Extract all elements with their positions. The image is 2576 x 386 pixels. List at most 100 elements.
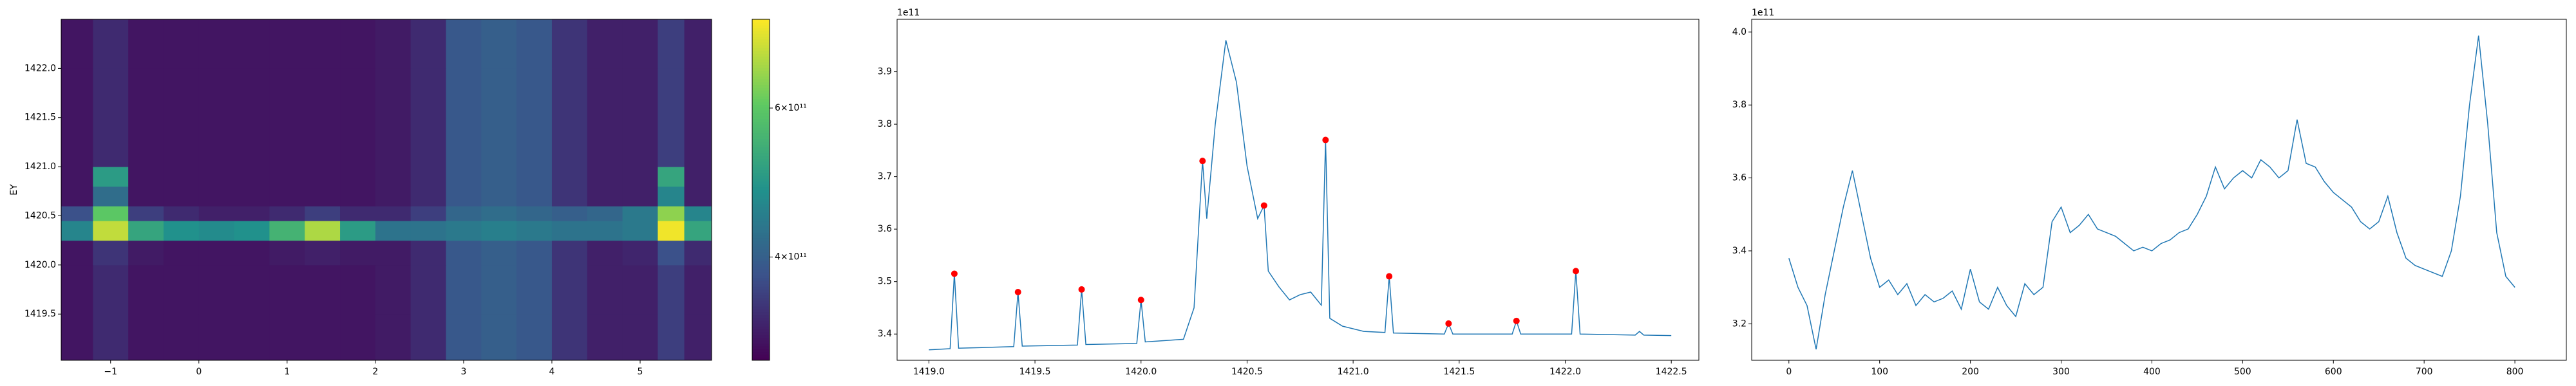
- colorbar-swatch: [752, 76, 770, 80]
- heatmap-cell: [163, 68, 200, 118]
- colorbar-swatch: [752, 354, 770, 358]
- colorbar-swatch: [752, 343, 770, 347]
- colorbar-swatch: [752, 224, 770, 227]
- colorbar-swatch: [752, 272, 770, 275]
- peak-marker: [1199, 158, 1206, 165]
- heatmap-cell: [551, 240, 588, 266]
- colorbar-swatch: [752, 269, 770, 273]
- colorbar-swatch: [752, 170, 770, 173]
- heatmap-cell: [93, 167, 129, 187]
- heatmap-cell: [622, 117, 658, 167]
- colorbar-swatch: [752, 204, 770, 207]
- colorbar-swatch: [752, 144, 770, 148]
- colorbar-swatch: [752, 252, 770, 256]
- heatmap-cell: [622, 167, 658, 187]
- heatmap-cell: [128, 206, 164, 221]
- colorbar-swatch: [752, 241, 770, 244]
- heatmap-cell: [658, 167, 685, 187]
- heatmap-cell: [93, 221, 129, 241]
- x-tick-label: 200: [1962, 367, 1979, 377]
- colorbar-swatch: [752, 226, 770, 230]
- y-tick-label: 3.9: [878, 67, 892, 77]
- heatmap-cell: [516, 117, 553, 167]
- heatmap-cell: [481, 264, 517, 315]
- y-tick-label: 3.2: [1732, 318, 1747, 329]
- colorbar-swatch: [752, 340, 770, 344]
- x-tick-label: 1419.5: [1019, 367, 1051, 377]
- offset-label: 1e11: [1752, 8, 1774, 18]
- heatmap-cell: [305, 167, 341, 187]
- colorbar-swatch: [752, 33, 770, 37]
- heatmap-cell: [587, 117, 623, 167]
- heatmap-cell: [269, 68, 305, 118]
- heatmap-cell: [234, 206, 270, 221]
- heatmap-cell: [61, 167, 93, 187]
- heatmap-cell: [551, 186, 588, 207]
- heatmap-cell: [128, 264, 164, 315]
- heatmap-cell: [516, 240, 553, 266]
- heatmap-cell: [622, 19, 658, 69]
- heatmap-cell: [234, 19, 270, 69]
- colorbar-swatch: [752, 19, 770, 23]
- heatmap-cell: [234, 221, 270, 241]
- colorbar-swatch: [752, 300, 770, 304]
- colorbar-swatch: [752, 113, 770, 116]
- x-tick-label: 3: [460, 367, 466, 377]
- heatmap-cell: [340, 264, 376, 315]
- heatmap-cell: [410, 186, 447, 207]
- colorbar-swatch: [752, 24, 770, 28]
- y-tick-label: 3.7: [878, 172, 892, 182]
- colorbar-swatch: [752, 147, 770, 151]
- heatmap-cell: [61, 186, 93, 207]
- heatmap-cell: [128, 68, 164, 118]
- colorbar-swatch: [752, 164, 770, 168]
- colorbar-swatch: [752, 98, 770, 102]
- heatmap-cell: [163, 206, 200, 221]
- heatmap-cell: [61, 19, 93, 69]
- colorbar-tick-label: 6×10¹¹: [775, 103, 807, 113]
- heatmap-cell: [375, 240, 412, 266]
- colorbar-swatch: [752, 53, 770, 57]
- x-tick-label: 700: [2416, 367, 2433, 377]
- colorbar-swatch: [752, 349, 770, 353]
- colorbar-swatch: [752, 212, 770, 216]
- heatmap-cell: [658, 68, 685, 118]
- heatmap-cell: [481, 240, 517, 266]
- heatmap-cell: [269, 186, 305, 207]
- heatmap-cell: [587, 186, 623, 207]
- heatmap-cell: [587, 221, 623, 241]
- heatmap-cell: [163, 19, 200, 69]
- colorbar-swatch: [752, 221, 770, 225]
- colorbar-frame: [752, 19, 770, 361]
- heatmap-cell: [198, 68, 235, 118]
- offset-label: 1e11: [897, 8, 920, 18]
- heatmap-cell: [684, 19, 712, 69]
- x-tick-label: −1: [104, 367, 117, 377]
- colorbar-swatch: [752, 297, 770, 301]
- x-tick-label: 400: [2143, 367, 2161, 377]
- heatmap-cell: [128, 117, 164, 167]
- heatmap-cell: [198, 117, 235, 167]
- colorbar-swatch: [752, 258, 770, 261]
- heatmap-cell: [481, 117, 517, 167]
- colorbar-swatch: [752, 232, 770, 236]
- heatmap-cell: [516, 19, 553, 69]
- heatmap-cell: [622, 206, 658, 221]
- colorbar-swatch: [752, 331, 770, 335]
- heatmap-cell: [305, 68, 341, 118]
- heatmap-cell: [446, 221, 482, 241]
- heatmap-cell: [481, 314, 517, 361]
- heatmap-cell: [587, 264, 623, 315]
- y-tick-label: 3.4: [878, 329, 892, 339]
- heatmap-cell: [305, 186, 341, 207]
- y-tick-label: 1419.5: [24, 309, 56, 319]
- heatmap-cell: [516, 206, 553, 221]
- heatmap-cell: [163, 221, 200, 241]
- colorbar-swatch: [752, 39, 770, 42]
- colorbar-swatch: [752, 238, 770, 241]
- colorbar-swatch: [752, 306, 770, 309]
- heatmap-cell: [375, 19, 412, 69]
- heatmap-cell: [93, 186, 129, 207]
- colorbar-swatch: [752, 172, 770, 176]
- heatmap-cell: [658, 186, 685, 207]
